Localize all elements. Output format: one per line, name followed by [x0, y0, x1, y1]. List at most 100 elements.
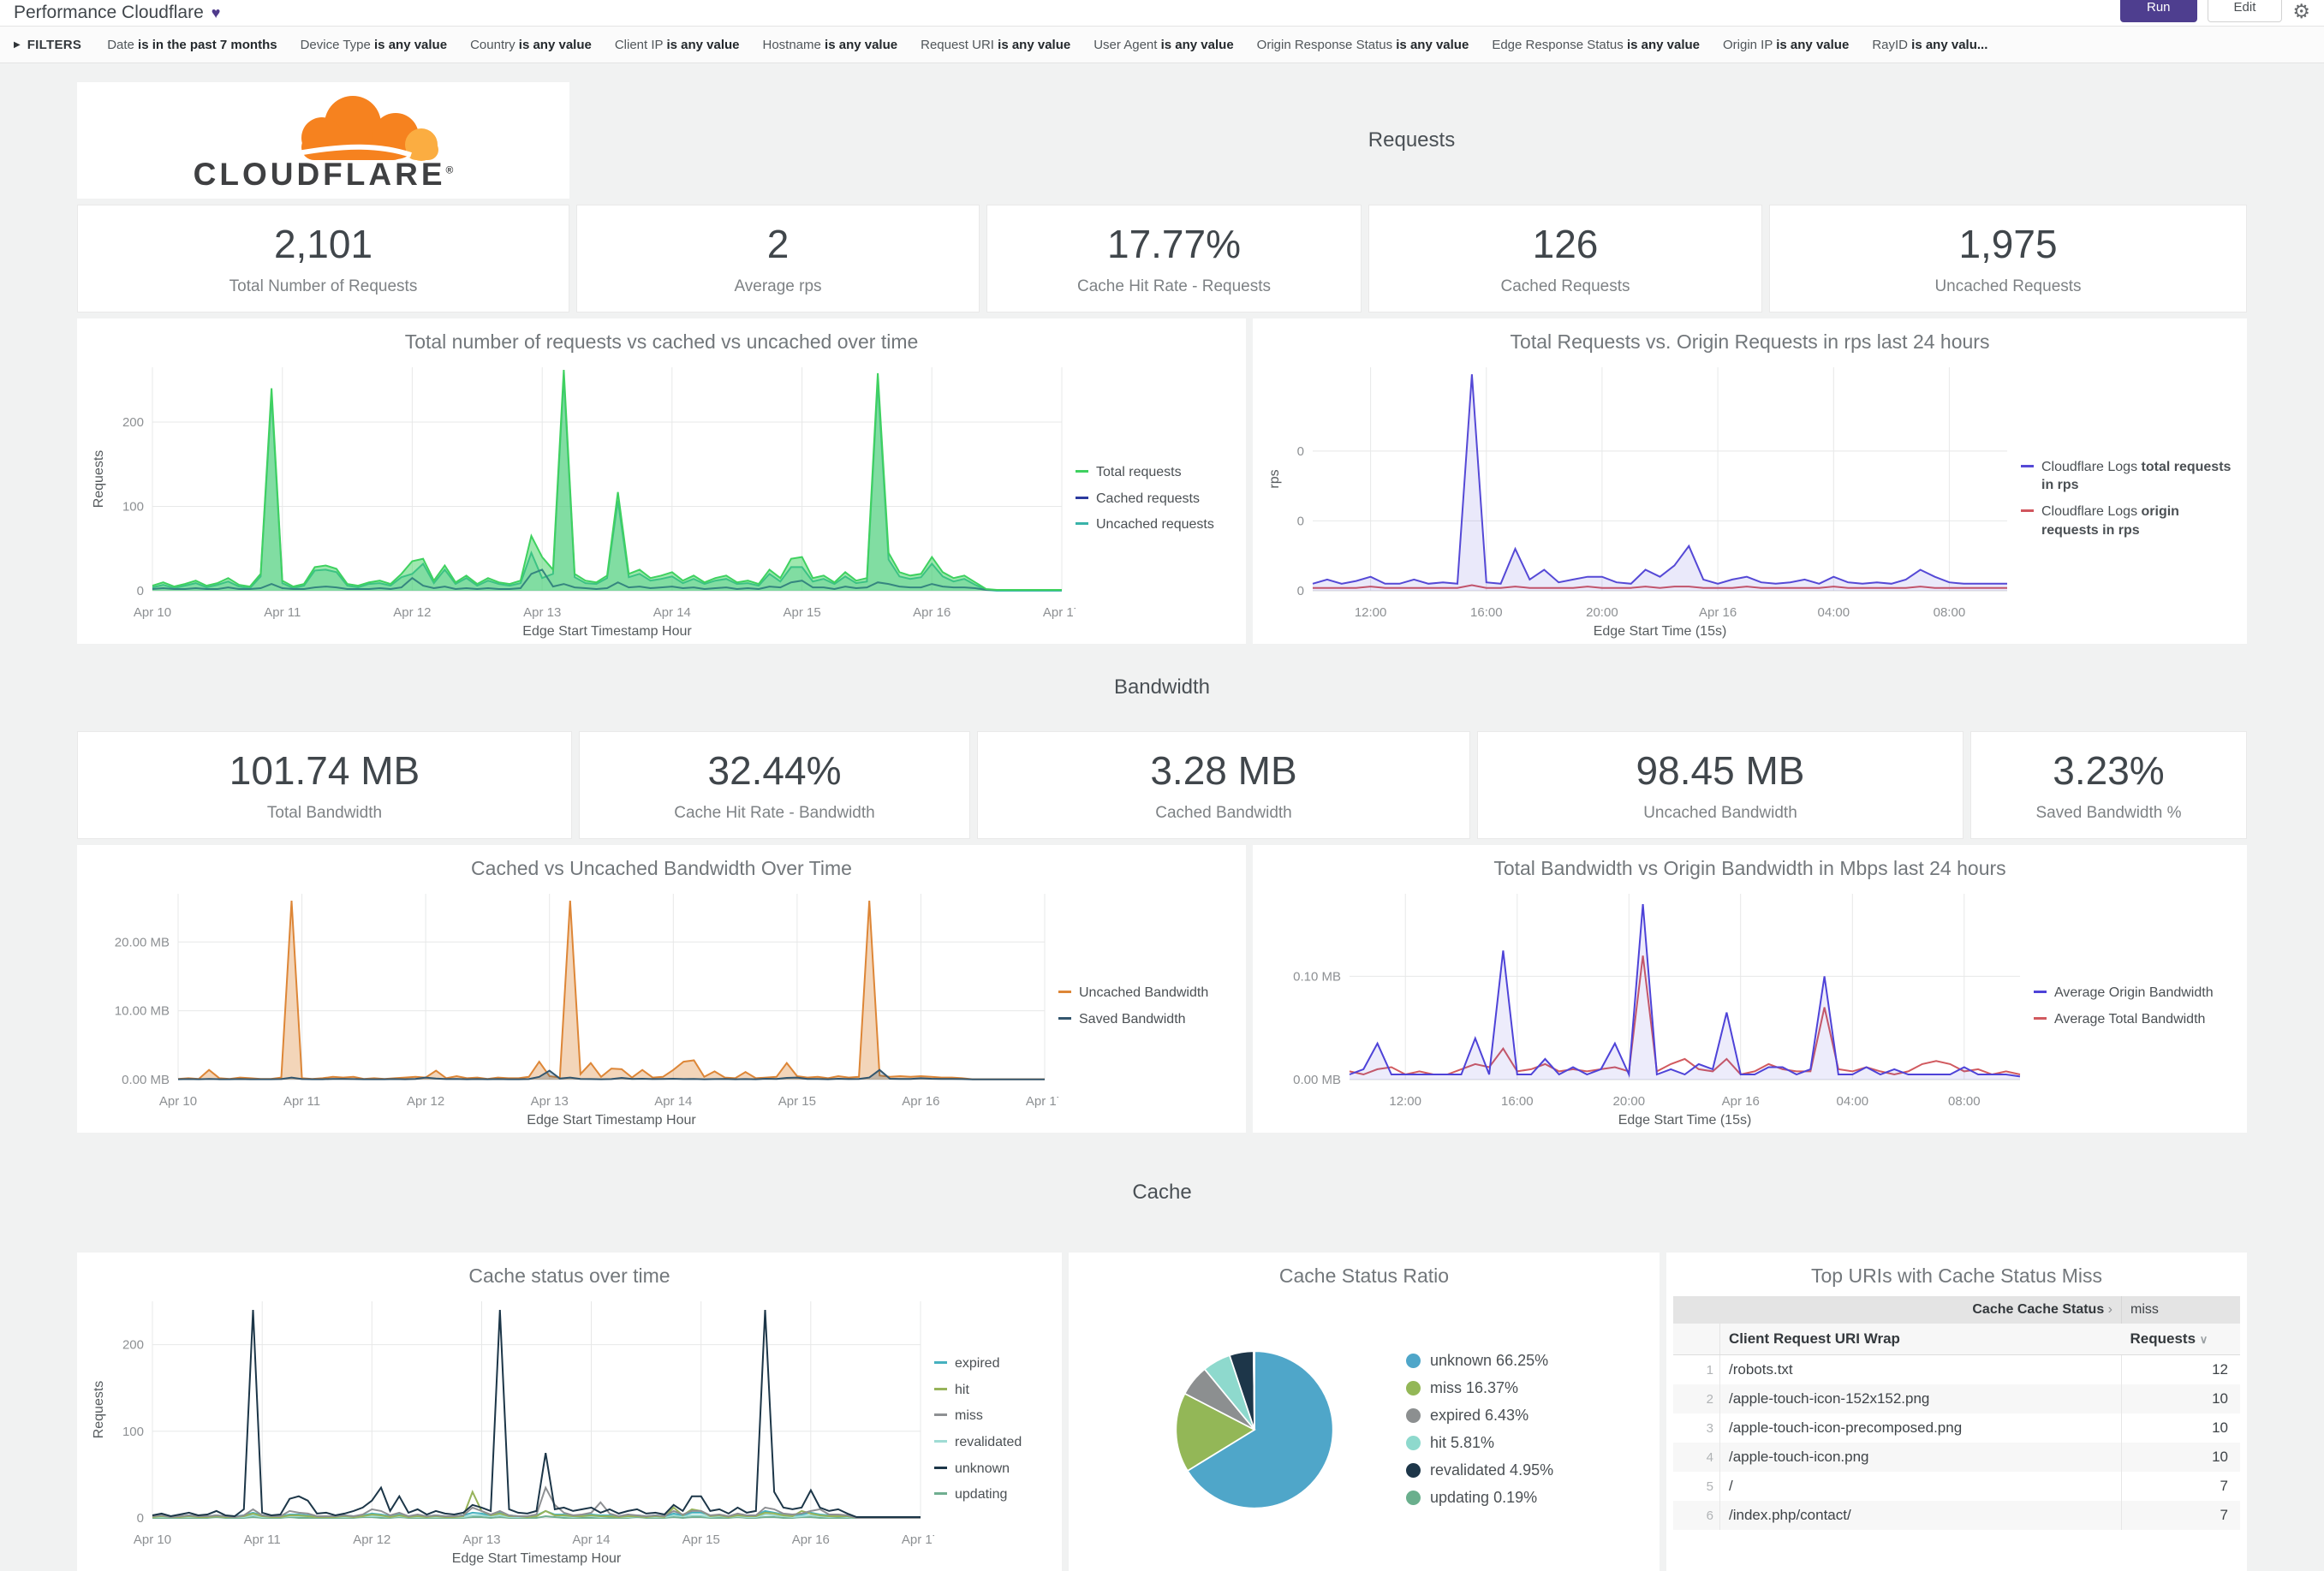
legend-item-uncached-requests[interactable]: Uncached requests: [1076, 515, 1234, 534]
legend-swatch: [2034, 991, 2047, 994]
legend-item-miss[interactable]: miss: [934, 1407, 1050, 1425]
svg-text:Apr 15: Apr 15: [778, 1094, 816, 1109]
legend-item-cloudflare-logs-total-requests-in-rps[interactable]: Cloudflare Logs total requests in rps: [2021, 458, 2235, 495]
legend-swatch: [2034, 1017, 2047, 1020]
requests-cell[interactable]: 7: [2220, 1478, 2228, 1494]
legend-label: revalidated 4.95%: [1430, 1461, 1554, 1479]
edit-button[interactable]: Edit: [2207, 0, 2283, 22]
requests-over-time-plot: Apr 10 Apr 11 Apr 12 Apr 13 Apr 14 Apr 15 Apr …: [92, 367, 1076, 639]
filter-date[interactable]: Date is in the past 7 months: [107, 37, 277, 52]
pie-legend-item-miss[interactable]: miss 16.37%: [1406, 1379, 1553, 1397]
legend-swatch: [934, 1440, 947, 1443]
uri-cell[interactable]: /apple-touch-icon.png: [1719, 1443, 2122, 1472]
filters-expand-icon: ▶: [14, 39, 21, 50]
legend-swatch: [2021, 509, 2034, 512]
run-button[interactable]: Run: [2119, 0, 2197, 22]
filter-user-agent[interactable]: User Agent is any value: [1093, 37, 1234, 52]
requests-cell[interactable]: 10: [2212, 1419, 2228, 1436]
svg-text:Requests: Requests: [92, 450, 106, 509]
svg-text:Apr 13: Apr 13: [531, 1094, 569, 1109]
svg-text:Apr 10: Apr 10: [134, 1532, 171, 1547]
uri-cell[interactable]: /index.php/contact/: [1719, 1501, 2122, 1530]
legend-label: Cloudflare Logs origin requests in rps: [2041, 504, 2179, 538]
kpi-label: Cached Bandwidth: [1155, 804, 1292, 822]
filter-request-uri[interactable]: Request URI is any value: [921, 37, 1071, 52]
legend-label: Average Total Bandwidth: [2054, 1012, 2206, 1027]
legend-item-unknown[interactable]: unknown: [934, 1460, 1050, 1479]
svg-text:Apr 16: Apr 16: [1722, 1094, 1760, 1109]
legend-label: Total requests: [1096, 465, 1182, 480]
pie-legend-item-hit[interactable]: hit 5.81%: [1406, 1434, 1553, 1452]
filter-device-type[interactable]: Device Type is any value: [300, 37, 448, 52]
chart-title: Top URIs with Cache Status Miss: [1810, 1265, 2102, 1287]
column-header-uri[interactable]: Client Request URI Wrap: [1719, 1324, 2122, 1355]
svg-text:Apr 13: Apr 13: [523, 605, 561, 620]
requests-cell[interactable]: 7: [2220, 1507, 2228, 1523]
legend-swatch: [934, 1361, 947, 1365]
filter-origin-ip[interactable]: Origin IP is any value: [1723, 37, 1850, 52]
svg-text:0: 0: [1297, 514, 1304, 528]
legend-item-average-total-bandwidth[interactable]: Average Total Bandwidth: [2034, 1010, 2235, 1029]
legend-item-uncached-bandwidth[interactable]: Uncached Bandwidth: [1058, 984, 1234, 1003]
legend-item-expired[interactable]: expired: [934, 1354, 1050, 1373]
legend-swatch: [2021, 464, 2034, 467]
uri-cell[interactable]: /: [1719, 1472, 2122, 1501]
legend-item-cloudflare-logs-origin-requests-in-rps[interactable]: Cloudflare Logs origin requests in rps: [2021, 503, 2235, 539]
bandwidth-kpi-row: 101.74 MB Total Bandwidth 32.44% Cache Hit …: [77, 731, 2247, 839]
legend-label: Average Origin Bandwidth: [2054, 985, 2214, 1001]
filters-toggle[interactable]: ▶ FILTERS: [14, 38, 81, 52]
svg-text:Apr 12: Apr 12: [393, 605, 431, 620]
legend-item-cached-requests[interactable]: Cached requests: [1076, 490, 1234, 509]
section-title-bandwidth: Bandwidth: [1113, 675, 1211, 699]
svg-text:Edge Start Timestamp Hour: Edge Start Timestamp Hour: [452, 1551, 622, 1566]
svg-text:16:00: 16:00: [1470, 605, 1503, 620]
pie-legend-item-expired[interactable]: expired 6.43%: [1406, 1407, 1553, 1425]
legend-label: miss: [955, 1408, 983, 1424]
chart-tile-requests-over-time: Total number of requests vs cached vs un…: [77, 318, 1246, 644]
uri-cell[interactable]: /robots.txt: [1719, 1354, 2122, 1384]
chart-legend: Cloudflare Logs total requests in rps Clo…: [2021, 355, 2240, 642]
svg-text:Apr 13: Apr 13: [462, 1532, 500, 1547]
table-row: 5/ 7: [1673, 1472, 2240, 1501]
uri-cell[interactable]: /apple-touch-icon-precomposed.png: [1719, 1413, 2122, 1443]
legend-item-saved-bandwidth[interactable]: Saved Bandwidth: [1058, 1010, 1234, 1029]
pie-legend-item-revalidated[interactable]: revalidated 4.95%: [1406, 1461, 1553, 1479]
requests-cell[interactable]: 10: [2212, 1449, 2228, 1465]
section-title-cache: Cache: [1132, 1181, 1192, 1204]
svg-text:Edge Start Time (15s): Edge Start Time (15s): [1618, 1113, 1752, 1128]
filters-label: FILTERS: [27, 37, 82, 52]
svg-text:rps: rps: [1267, 469, 1282, 488]
requests-cell[interactable]: 10: [2212, 1390, 2228, 1407]
filter-origin-response-status[interactable]: Origin Response Status is any value: [1256, 37, 1469, 52]
filter-hostname[interactable]: Hostname is any value: [762, 37, 898, 52]
svg-text:08:00: 08:00: [1934, 605, 1966, 620]
legend-label: Cloudflare Logs total requests in rps: [2041, 459, 2232, 493]
uri-cell[interactable]: /apple-touch-icon-152x152.png: [1719, 1384, 2122, 1413]
gear-icon[interactable]: ⚙: [2292, 0, 2310, 22]
filter-country[interactable]: Country is any value: [470, 37, 592, 52]
kpi-uncached-bandwidth: 98.45 MB Uncached Bandwidth: [1477, 731, 1963, 839]
pie-legend-item-unknown[interactable]: unknown 66.25%: [1406, 1352, 1553, 1370]
column-header-requests[interactable]: Requests ∨: [2121, 1324, 2240, 1355]
requests-cell[interactable]: 12: [2212, 1361, 2228, 1378]
legend-item-total-requests[interactable]: Total requests: [1076, 463, 1234, 482]
svg-text:Requests: Requests: [92, 1381, 106, 1439]
pie-legend: unknown 66.25% miss 16.37% expired 6.43% hi…: [1406, 1352, 1553, 1507]
legend-item-revalidated[interactable]: revalidated: [934, 1433, 1050, 1452]
svg-text:Apr 15: Apr 15: [783, 605, 820, 620]
svg-text:200: 200: [122, 415, 144, 430]
filter-edge-response-status[interactable]: Edge Response Status is any value: [1492, 37, 1700, 52]
filter-rayid[interactable]: RayID is any valu...: [1872, 37, 1988, 52]
top-bar: Performance Cloudflare ♥ Run Edit ⚙: [0, 0, 2324, 27]
pie-legend-item-updating[interactable]: updating 0.19%: [1406, 1489, 1553, 1507]
svg-text:04:00: 04:00: [1837, 1094, 1869, 1109]
svg-text:12:00: 12:00: [1355, 605, 1387, 620]
legend-item-hit[interactable]: hit: [934, 1381, 1050, 1400]
svg-text:0: 0: [137, 584, 144, 598]
filter-client-ip[interactable]: Client IP is any value: [614, 37, 740, 52]
kpi-value: 32.44%: [707, 748, 842, 793]
svg-text:Edge Start Time (15s): Edge Start Time (15s): [1594, 624, 1727, 639]
legend-label: Uncached requests: [1096, 517, 1214, 533]
chart-legend: expired hit miss revalidated unknown updating: [934, 1289, 1055, 1569]
legend-item-average-origin-bandwidth[interactable]: Average Origin Bandwidth: [2034, 984, 2235, 1003]
